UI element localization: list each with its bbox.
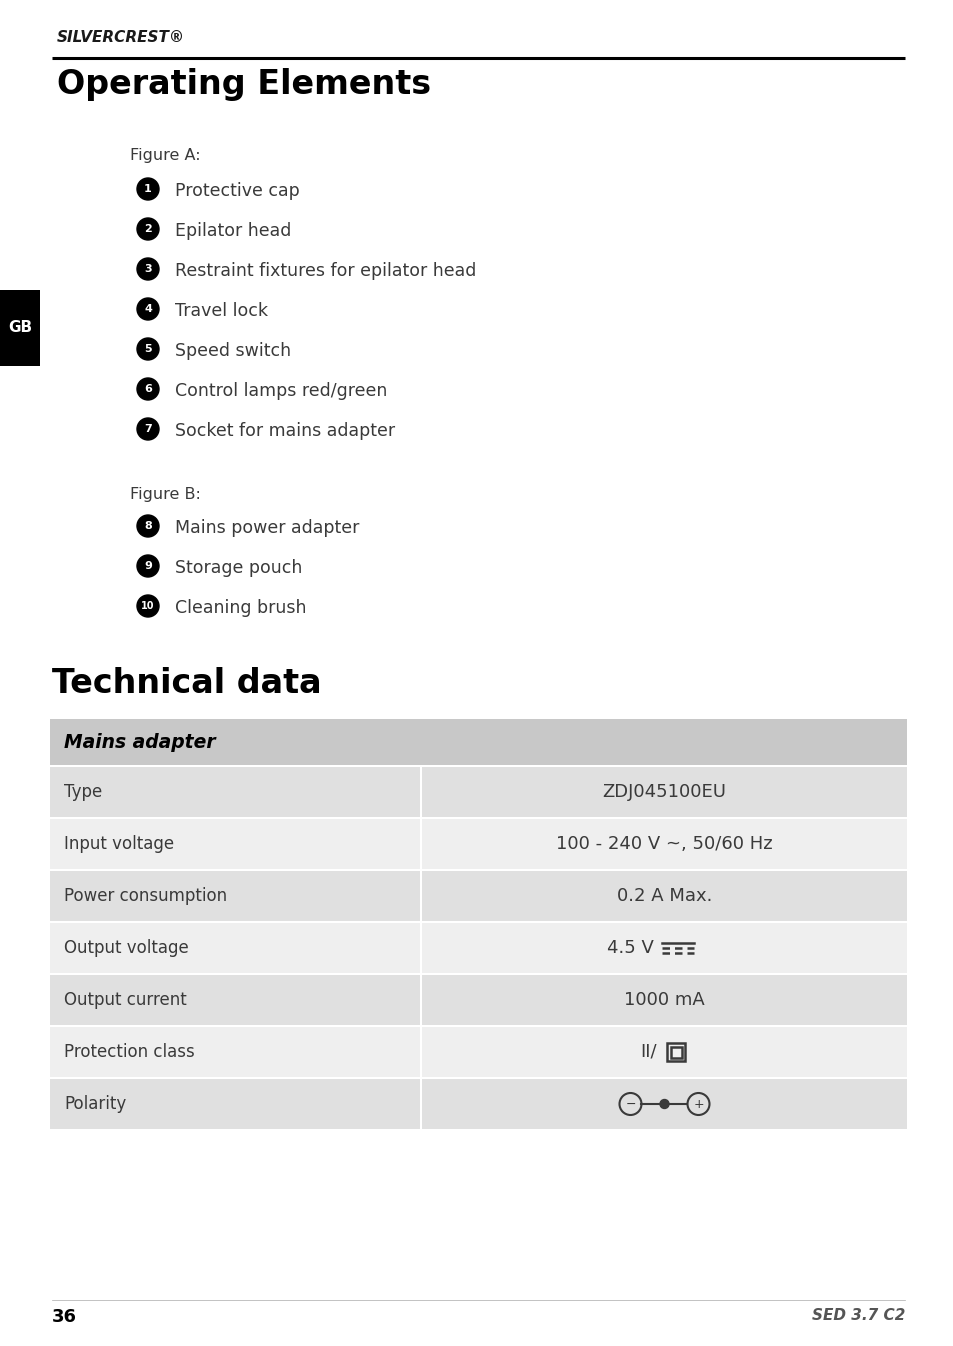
FancyBboxPatch shape <box>50 719 906 765</box>
Text: 5: 5 <box>144 345 152 354</box>
Text: Epilator head: Epilator head <box>174 222 291 240</box>
Text: II/: II/ <box>639 1043 656 1061</box>
FancyBboxPatch shape <box>421 818 906 870</box>
Text: Cleaning brush: Cleaning brush <box>174 599 306 616</box>
FancyBboxPatch shape <box>421 767 906 817</box>
Text: SILVERCREST®: SILVERCREST® <box>57 30 185 44</box>
Text: Output voltage: Output voltage <box>64 940 189 957</box>
Text: 100 - 240 V ~, 50/60 Hz: 100 - 240 V ~, 50/60 Hz <box>556 835 772 853</box>
Text: ZDJ045100EU: ZDJ045100EU <box>602 783 726 801</box>
Text: −: − <box>624 1098 635 1110</box>
Circle shape <box>137 595 159 616</box>
FancyBboxPatch shape <box>50 871 419 921</box>
FancyBboxPatch shape <box>421 975 906 1026</box>
Text: Figure A:: Figure A: <box>130 148 200 163</box>
Text: Mains adapter: Mains adapter <box>64 732 215 751</box>
Text: Power consumption: Power consumption <box>64 887 227 905</box>
Text: 36: 36 <box>52 1308 77 1326</box>
Text: Figure B:: Figure B: <box>130 487 201 502</box>
Text: Storage pouch: Storage pouch <box>174 559 302 577</box>
Text: 10: 10 <box>141 602 154 611</box>
Text: Operating Elements: Operating Elements <box>57 69 431 101</box>
Circle shape <box>137 258 159 280</box>
Text: Polarity: Polarity <box>64 1096 126 1113</box>
Text: 7: 7 <box>144 424 152 433</box>
Text: SED 3.7 C2: SED 3.7 C2 <box>811 1308 904 1323</box>
Text: +: + <box>693 1098 703 1110</box>
Circle shape <box>137 218 159 240</box>
Text: 1000 mA: 1000 mA <box>623 991 704 1010</box>
Text: Output current: Output current <box>64 991 187 1010</box>
FancyBboxPatch shape <box>421 923 906 973</box>
Circle shape <box>137 419 159 440</box>
Circle shape <box>659 1100 668 1109</box>
Circle shape <box>137 516 159 537</box>
FancyBboxPatch shape <box>50 975 419 1026</box>
Circle shape <box>137 297 159 320</box>
Text: 4.5 V: 4.5 V <box>606 940 659 957</box>
Text: Protective cap: Protective cap <box>174 182 299 201</box>
Text: 0.2 A Max.: 0.2 A Max. <box>617 887 712 905</box>
Text: 3: 3 <box>144 264 152 275</box>
FancyBboxPatch shape <box>421 871 906 921</box>
Text: Control lamps red/green: Control lamps red/green <box>174 382 387 400</box>
Text: 6: 6 <box>144 384 152 394</box>
Text: Restraint fixtures for epilator head: Restraint fixtures for epilator head <box>174 262 476 280</box>
Text: 2: 2 <box>144 223 152 234</box>
FancyBboxPatch shape <box>421 1079 906 1129</box>
Text: Socket for mains adapter: Socket for mains adapter <box>174 423 395 440</box>
Circle shape <box>137 378 159 400</box>
Text: Input voltage: Input voltage <box>64 835 174 853</box>
Text: Travel lock: Travel lock <box>174 302 268 320</box>
Text: 4: 4 <box>144 304 152 314</box>
FancyBboxPatch shape <box>50 1079 419 1129</box>
FancyBboxPatch shape <box>50 1027 419 1077</box>
FancyBboxPatch shape <box>0 289 40 366</box>
Circle shape <box>137 338 159 359</box>
Circle shape <box>137 555 159 577</box>
Text: 1: 1 <box>144 184 152 194</box>
Text: Speed switch: Speed switch <box>174 342 291 359</box>
FancyBboxPatch shape <box>421 1027 906 1077</box>
FancyBboxPatch shape <box>50 923 419 973</box>
Text: GB: GB <box>8 320 32 335</box>
Text: 8: 8 <box>144 521 152 532</box>
Circle shape <box>137 178 159 201</box>
FancyBboxPatch shape <box>50 767 419 817</box>
Text: Protection class: Protection class <box>64 1043 194 1061</box>
Text: 9: 9 <box>144 561 152 571</box>
Text: Type: Type <box>64 783 102 801</box>
Text: Mains power adapter: Mains power adapter <box>174 520 359 537</box>
Text: Technical data: Technical data <box>52 668 321 700</box>
FancyBboxPatch shape <box>50 818 419 870</box>
